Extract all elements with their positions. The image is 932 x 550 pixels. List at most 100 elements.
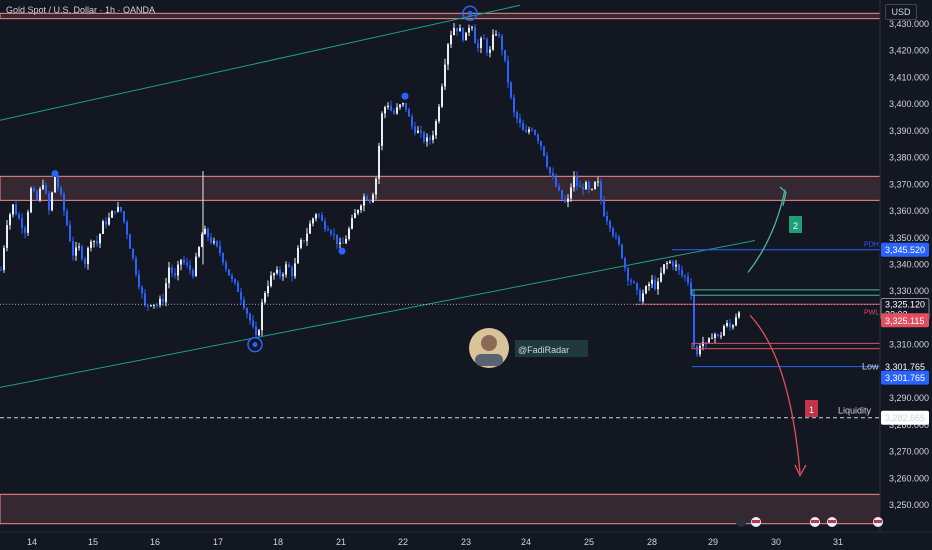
candle-body (393, 110, 395, 114)
candle-body (642, 293, 644, 302)
candle-body (237, 282, 239, 293)
candle-body (45, 185, 47, 194)
candle-body (561, 189, 563, 200)
candle-body (96, 240, 98, 244)
scenario-2-label: 2 (793, 221, 798, 231)
candle-body (633, 281, 635, 283)
candle-body (351, 218, 353, 229)
candle-body (144, 293, 146, 306)
watermark-handle: @FadiRadar (518, 345, 569, 355)
candle-body (723, 326, 725, 336)
candle-body (213, 241, 215, 243)
candle-body (660, 272, 662, 282)
candle-body (726, 322, 728, 327)
candle-body (666, 262, 668, 265)
candle-body (534, 130, 536, 135)
candle-body (738, 312, 740, 318)
candle-body (417, 130, 419, 133)
scenario-1-badge (805, 400, 818, 417)
candle-body (36, 191, 38, 200)
candle-body (708, 338, 710, 343)
candle-body (345, 238, 347, 244)
candle-body (564, 199, 566, 202)
candle-body (366, 196, 368, 201)
pwl-label: PWL (864, 309, 879, 316)
candle-body (678, 264, 680, 271)
candle-body (315, 214, 317, 219)
candle-body (531, 129, 533, 131)
candle-body (42, 185, 44, 189)
price-tick-label: 3,410.000 (889, 72, 929, 82)
candle-body (174, 273, 176, 276)
candle-body (222, 253, 224, 263)
candle-body (612, 228, 614, 236)
price-tick-label: 3,270.000 (889, 447, 929, 457)
currency-selector[interactable]: USD (885, 4, 917, 20)
candle-body (18, 214, 20, 219)
candle-body (696, 346, 698, 355)
candle-body (87, 247, 89, 265)
target-box (691, 289, 881, 296)
candle-body (285, 264, 287, 275)
watermark-badge (515, 340, 588, 357)
swing-ring-marker (462, 5, 478, 22)
flag-stripe (752, 520, 760, 523)
candle-body (102, 221, 104, 235)
candle-body (456, 27, 458, 32)
candle-body (504, 50, 506, 61)
candle-body (555, 177, 557, 187)
candle-body (360, 205, 362, 210)
candle-body (327, 229, 329, 231)
candle-body (519, 118, 521, 124)
candle-body (135, 258, 137, 275)
bullish-arrow-head (779, 186, 787, 206)
pwl-tag-text: 3,325.115 (885, 316, 924, 326)
candle-body (591, 188, 593, 190)
candle-body (579, 186, 581, 188)
candle-body (657, 281, 659, 290)
candle-body (192, 270, 194, 277)
candle-body (9, 214, 11, 226)
candle-body (126, 221, 128, 235)
trend-channel-line (0, 4, 521, 121)
candle-body (549, 167, 551, 174)
candle-body (465, 32, 467, 41)
candle-body (618, 236, 620, 245)
chart-title: Gold Spot / U.S. Dollar · 1h · OANDA (6, 5, 156, 15)
candle-body (30, 188, 32, 213)
time-tick-label: 25 (584, 537, 594, 547)
candle-body (363, 196, 365, 206)
candle-body (717, 334, 719, 336)
candle-body (78, 246, 80, 248)
bearish-projection-arrow (749, 314, 801, 473)
low-tag (881, 359, 929, 374)
price-tick-label: 3,260.000 (889, 473, 929, 483)
candle-body (129, 234, 131, 249)
candle-body (423, 132, 425, 142)
candle-body (132, 248, 134, 259)
candle-body (354, 213, 356, 219)
candle-body (570, 187, 572, 199)
candle-body (543, 146, 545, 156)
swing-point-marker (401, 92, 409, 100)
candle-body (552, 173, 554, 178)
candle-body (69, 224, 71, 242)
candle-body (33, 188, 35, 192)
lightning-event-icon[interactable] (736, 517, 746, 527)
price-tick-label: 3,280.000 (889, 420, 929, 430)
candle-body (480, 38, 482, 48)
price-tick-label: 3,380.000 (889, 153, 929, 163)
candle-body (300, 240, 302, 248)
candle-body (240, 292, 242, 300)
candle-body (6, 225, 8, 248)
candle-body (336, 234, 338, 245)
time-tick-label: 14 (27, 537, 37, 547)
candle-body (81, 246, 83, 259)
candle-body (429, 137, 431, 141)
candle-body (330, 230, 332, 234)
price-tick-label: 3,350.000 (889, 233, 929, 243)
candle-body (684, 275, 686, 277)
candle-body (165, 283, 167, 303)
candle-body (396, 107, 398, 114)
